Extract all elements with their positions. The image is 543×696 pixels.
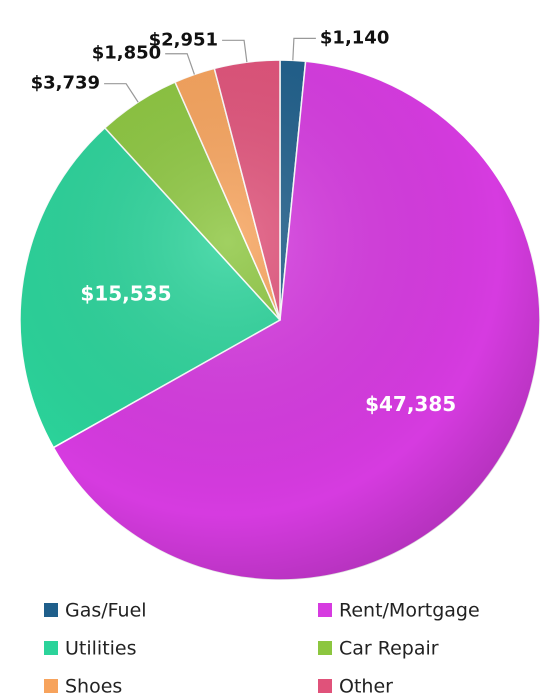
legend-label: Utilities — [65, 638, 137, 660]
legend-label: Gas/Fuel — [65, 600, 147, 622]
leader-line — [104, 83, 139, 103]
leader-line — [292, 37, 316, 61]
legend-label: Shoes — [65, 676, 122, 696]
leader-line — [222, 39, 248, 63]
legend-swatch — [44, 641, 58, 655]
legend-label: Rent/Mortgage — [339, 600, 480, 622]
legend-label: Car Repair — [339, 638, 439, 660]
leader-line — [165, 53, 195, 75]
legend-label: Other — [339, 676, 393, 696]
value-label: $1,850 — [92, 43, 161, 64]
legend-swatch — [318, 603, 332, 617]
value-label: $3,739 — [31, 73, 100, 94]
legend-swatch — [318, 679, 332, 693]
legend-swatch — [44, 603, 58, 617]
legend-swatch — [44, 679, 58, 693]
value-label: $47,385 — [365, 392, 456, 416]
legend-swatch — [318, 641, 332, 655]
value-label: $15,535 — [80, 282, 171, 306]
value-label: $1,140 — [320, 27, 389, 48]
value-label: $2,951 — [149, 29, 218, 50]
